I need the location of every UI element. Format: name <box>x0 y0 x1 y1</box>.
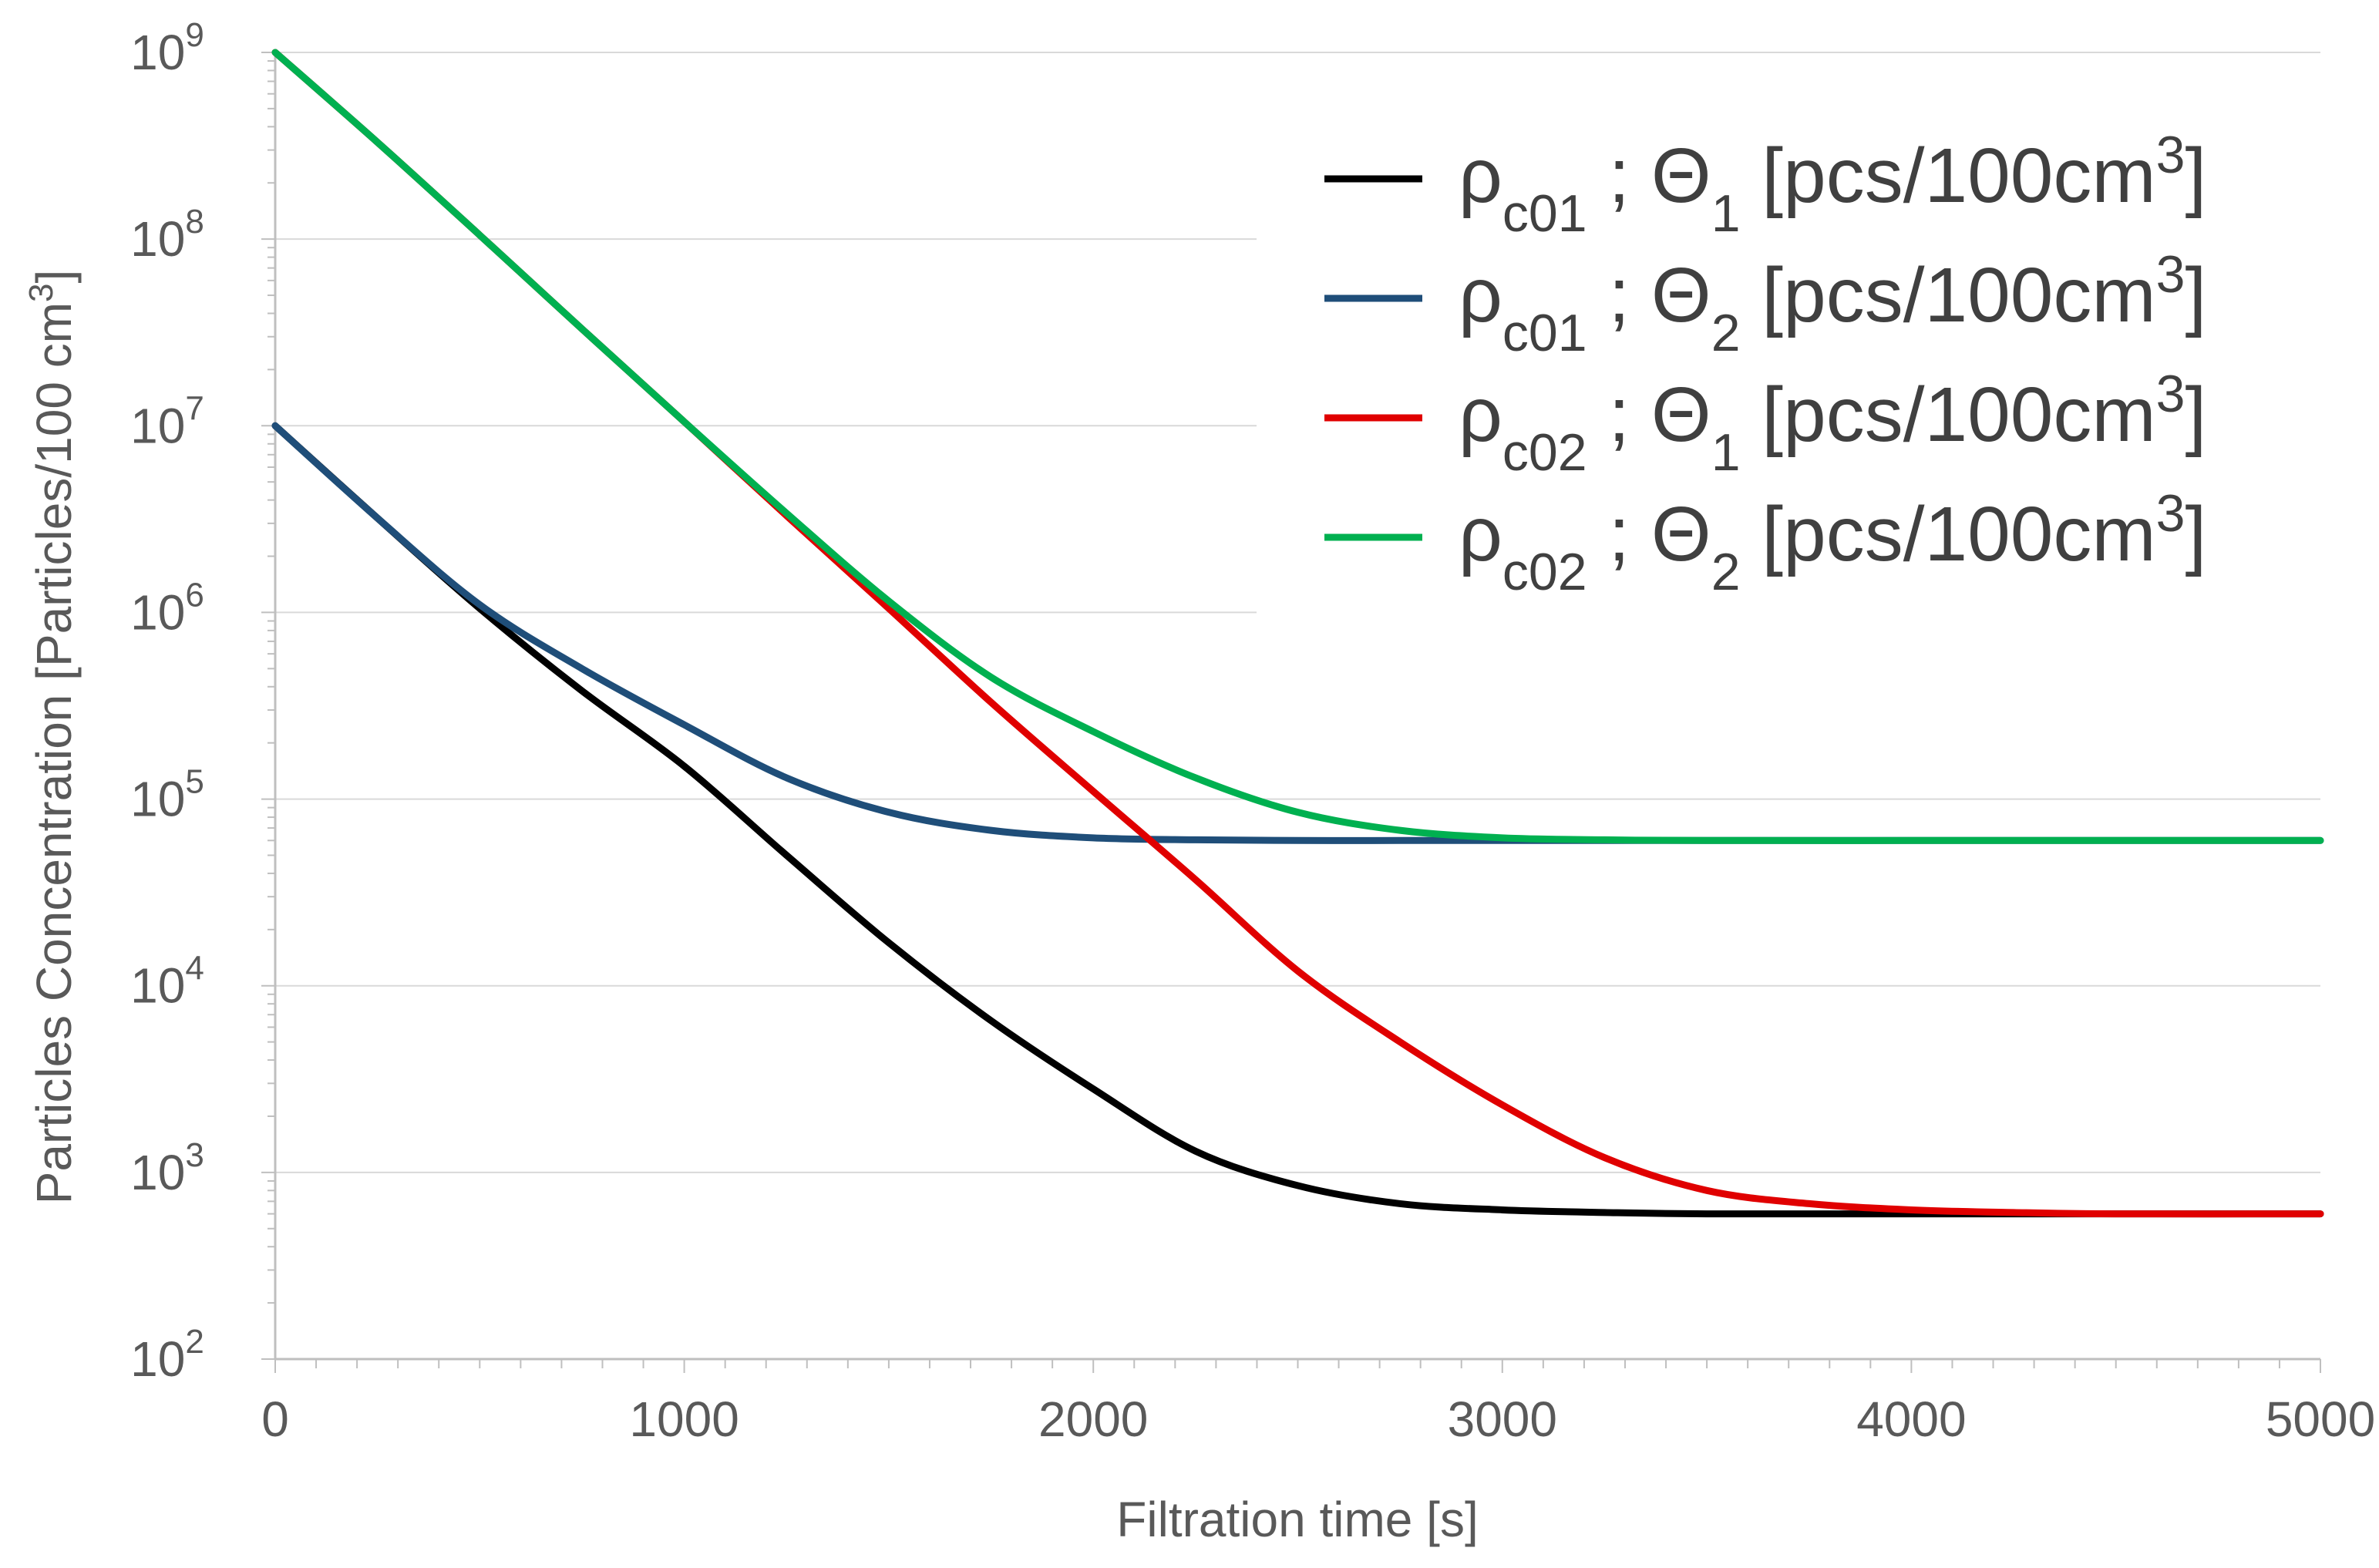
legend-unit: [pcs/100cm <box>1741 372 2156 458</box>
legend-rho-subscript: c02 <box>1502 543 1587 601</box>
y-tick-label: 106 <box>130 576 204 640</box>
y-tick-base: 10 <box>130 1145 185 1200</box>
legend-label: ρc02 ; Θ2 [pcs/100cm3] <box>1459 484 2206 601</box>
legend-rho: ρ <box>1459 372 1502 458</box>
legend-unit: [pcs/100cm <box>1741 133 2156 219</box>
legend: ρc01 ; Θ1 [pcs/100cm3]ρc01 ; Θ2 [pcs/100… <box>1257 123 2336 617</box>
legend-theta: Θ <box>1651 491 1711 577</box>
legend-unit-close: ] <box>2185 133 2206 219</box>
legend-label: ρc02 ; Θ1 [pcs/100cm3] <box>1459 365 2206 482</box>
legend-theta-subscript: 2 <box>1711 543 1741 601</box>
legend-label: ρc01 ; Θ2 [pcs/100cm3] <box>1459 245 2206 362</box>
legend-rho: ρ <box>1459 133 1502 219</box>
legend-theta: Θ <box>1651 372 1711 458</box>
legend-unit-superscript: 3 <box>2156 484 2186 543</box>
legend-unit-close: ] <box>2185 372 2206 458</box>
y-axis-title-main: Particles Concentration [Particles/100 c… <box>26 302 82 1204</box>
series-lines <box>271 49 2324 1218</box>
y-tick-label: 107 <box>130 389 204 453</box>
legend-rho: ρ <box>1459 252 1502 338</box>
legend-unit: [pcs/100cm <box>1741 252 2156 338</box>
legend-unit-superscript: 3 <box>2156 126 2186 184</box>
y-tick-label: 109 <box>130 16 204 80</box>
legend-rho-subscript: c02 <box>1502 423 1587 482</box>
legend-unit: [pcs/100cm <box>1741 491 2156 577</box>
legend-separator: ; <box>1587 133 1651 219</box>
legend-background <box>1257 123 2336 617</box>
legend-theta-subscript: 1 <box>1711 423 1741 482</box>
x-tick-label: 1000 <box>629 1391 739 1447</box>
y-axis-title: Particles Concentration [Particles/100 c… <box>22 270 82 1205</box>
legend-rho-subscript: c01 <box>1502 304 1587 362</box>
legend-theta: Θ <box>1651 133 1711 219</box>
legend-separator: ; <box>1587 372 1651 458</box>
y-tick-exponent: 8 <box>185 203 204 241</box>
y-tick-label: 103 <box>130 1136 204 1200</box>
x-tick-label: 4000 <box>1856 1391 1966 1447</box>
x-tick-label: 5000 <box>2266 1391 2375 1447</box>
y-tick-base: 10 <box>130 398 185 453</box>
legend-theta: Θ <box>1651 252 1711 338</box>
legend-theta-subscript: 2 <box>1711 304 1741 362</box>
legend-separator: ; <box>1587 252 1651 338</box>
legend-rho-subscript: c01 <box>1502 184 1587 243</box>
y-tick-label: 105 <box>130 763 204 827</box>
y-tick-base: 10 <box>130 1331 185 1387</box>
y-tick-label: 108 <box>130 203 204 267</box>
y-tick-exponent: 7 <box>185 389 204 427</box>
legend-theta-subscript: 1 <box>1711 184 1741 243</box>
y-tick-exponent: 9 <box>185 16 204 54</box>
y-tick-exponent: 2 <box>185 1323 204 1361</box>
y-tick-base: 10 <box>130 25 185 80</box>
legend-unit-close: ] <box>2185 252 2206 338</box>
y-axis-title-sup: 3 <box>22 284 60 302</box>
series-line-4 <box>271 49 2324 844</box>
x-axis-title: Filtration time [s] <box>1116 1492 1478 1547</box>
series-line-1 <box>271 422 2324 1218</box>
legend-unit-superscript: 3 <box>2156 245 2186 304</box>
y-tick-base: 10 <box>130 211 185 267</box>
tick-labels: 0 1000 2000 3000 4000 50001021031041051061071… <box>130 16 2375 1447</box>
y-axis-title-close: ] <box>26 270 82 284</box>
legend-unit-superscript: 3 <box>2156 365 2186 423</box>
y-tick-base: 10 <box>130 772 185 827</box>
y-tick-base: 10 <box>130 958 185 1014</box>
legend-separator: ; <box>1587 491 1651 577</box>
x-tick-label: 3000 <box>1448 1391 1557 1447</box>
y-tick-exponent: 6 <box>185 576 204 614</box>
x-tick-label: 0 <box>261 1391 289 1447</box>
legend-label: ρc01 ; Θ1 [pcs/100cm3] <box>1459 126 2206 243</box>
x-tick-label: 2000 <box>1038 1391 1148 1447</box>
y-tick-label: 102 <box>130 1323 204 1387</box>
y-tick-label: 104 <box>130 950 204 1014</box>
y-tick-exponent: 5 <box>185 763 204 801</box>
y-tick-exponent: 4 <box>185 950 204 988</box>
legend-unit-close: ] <box>2185 491 2206 577</box>
legend-rho: ρ <box>1459 491 1502 577</box>
axes <box>261 52 2321 1373</box>
y-tick-exponent: 3 <box>185 1136 204 1174</box>
y-tick-base: 10 <box>130 584 185 640</box>
